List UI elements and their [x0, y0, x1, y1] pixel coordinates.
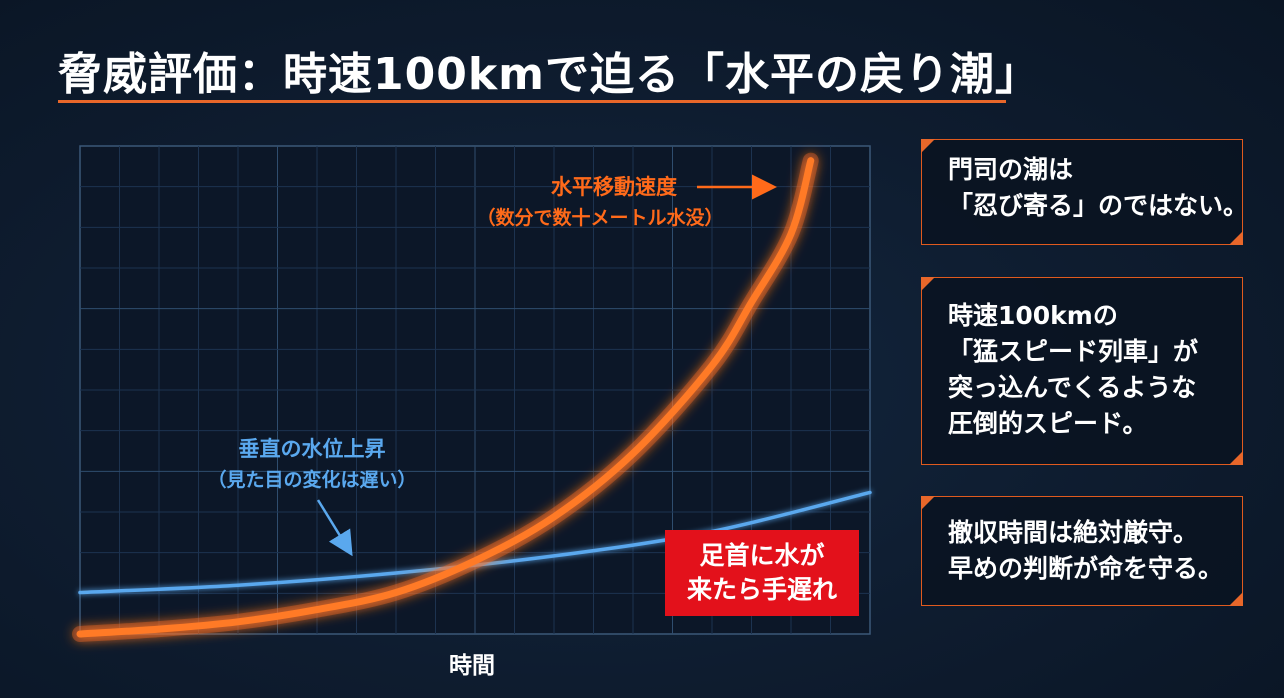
corner-accent [1229, 451, 1243, 465]
corner-accent [921, 496, 935, 510]
callout-speed-train: 時速100kmの 「猛スピード列車」が 突っ込んでくるような 圧倒的スピード。 [921, 277, 1243, 465]
vertical-rise-label: 垂直の水位上昇 [239, 437, 386, 461]
vertical-arrow [316, 499, 353, 557]
warning-line-2: 来たら手遅れ [686, 575, 837, 604]
horizontal-speed-label: 水平移動速度 [551, 175, 677, 199]
horizontal-speed-sublabel: （数分で数十メートル水没） [476, 206, 723, 229]
horizontal-speed-line [76, 157, 815, 638]
corner-accent [921, 277, 935, 291]
vertical-rise-sublabel: （見た目の変化は遅い） [207, 468, 416, 491]
callout-text-line: 「猛スピード列車」が [948, 337, 1199, 366]
x-axis-label: 時間 [449, 653, 495, 679]
callout-text-line: 突っ込んでくるような [948, 373, 1197, 402]
corner-accent [921, 139, 935, 153]
callout-text-line: 撤収時間は絶対厳守。 [948, 518, 1199, 547]
callout-evacuation: 撤収時間は絶対厳守。 早めの判断が命を守る。 [921, 496, 1243, 606]
title-underline [58, 100, 1006, 103]
callout-text-line: 「忍び寄る」のではない。 [948, 191, 1249, 220]
callout-text-line: 圧倒的スピード。 [948, 409, 1148, 438]
callout-text-line: 時速100kmの [948, 301, 1118, 330]
corner-accent [1229, 592, 1243, 606]
callout-moji-tide: 門司の潮は 「忍び寄る」のではない。 [921, 139, 1249, 245]
warning-box: 足首に水が 来たら手遅れ [665, 530, 859, 616]
warning-line-1: 足首に水が [699, 541, 825, 570]
page-title: 脅威評価：時速100kmで迫る「水平の戻り潮」 [58, 49, 1040, 100]
corner-accent [1229, 231, 1243, 245]
callout-text-line: 門司の潮は [948, 155, 1074, 184]
callout-text-line: 早めの判断が命を守る。 [948, 554, 1224, 583]
